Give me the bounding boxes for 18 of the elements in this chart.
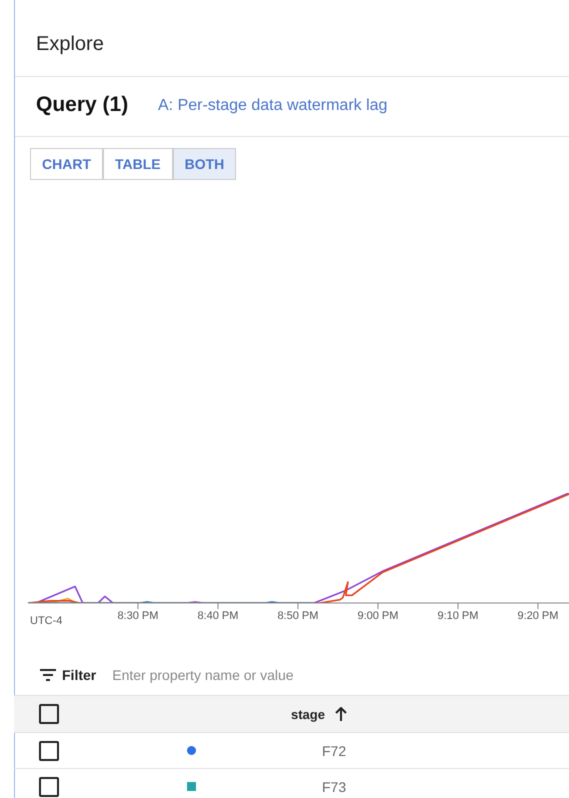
x-tick-label: 8:30 PM [117, 610, 158, 622]
x-tick-label: 8:50 PM [277, 610, 318, 622]
x-tick-label: 8:40 PM [197, 610, 238, 622]
x-tick-label: 9:10 PM [437, 610, 478, 622]
text: F73 [322, 778, 346, 794]
x-tick-label: 9:00 PM [357, 610, 398, 622]
text: F72 [322, 742, 346, 758]
text: Enter property name or value [112, 667, 294, 683]
text: stage [291, 706, 325, 722]
chart-title: Explore [36, 33, 104, 56]
x-tick-label: 9:20 PM [517, 610, 558, 622]
chart-subtitle: Query (1) [36, 93, 128, 117]
text: Filter [62, 667, 96, 683]
text: UTC-4 [30, 615, 62, 627]
text: BOTH [172, 148, 236, 180]
text: A: Per-stage data watermark lag [158, 97, 388, 115]
text: TABLE [103, 148, 173, 180]
text: CHART [30, 148, 103, 180]
